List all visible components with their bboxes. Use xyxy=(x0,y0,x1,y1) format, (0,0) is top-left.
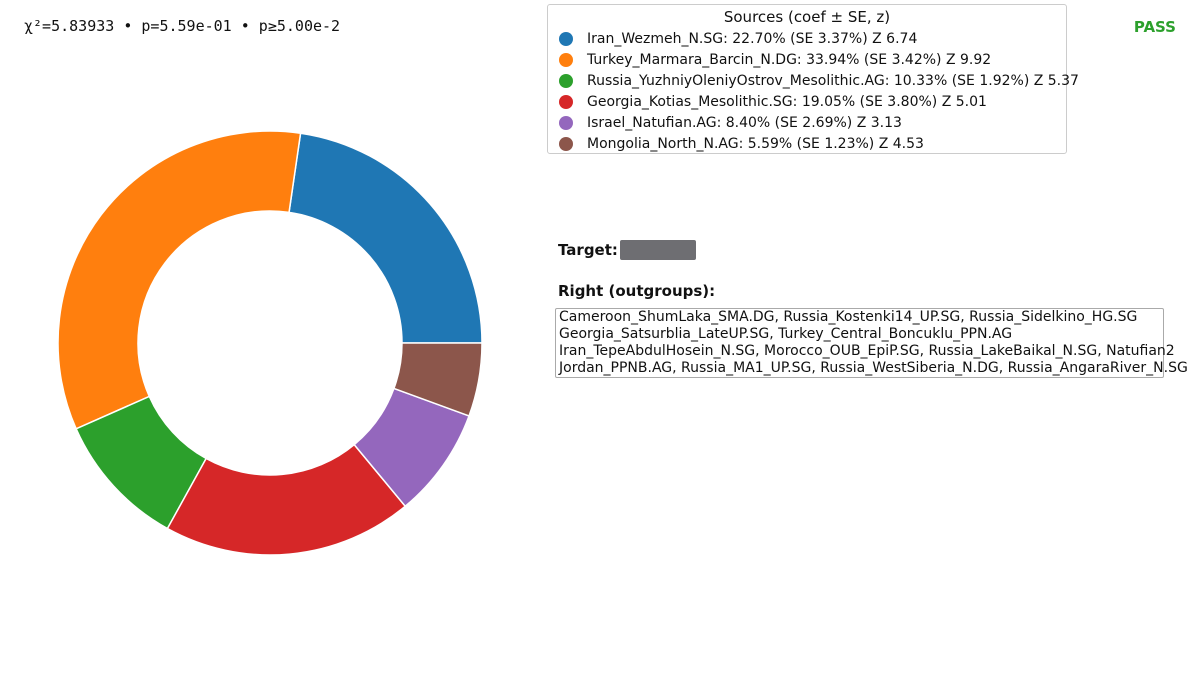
legend-marker xyxy=(559,52,573,67)
donut-slice xyxy=(288,132,483,344)
legend-label: Israel_Natufian.AG: 8.40% (SE 2.69%) Z 3… xyxy=(587,114,902,131)
legend: Sources (coef ± SE, z) Iran_Wezmeh_N.SG:… xyxy=(547,4,1079,154)
legend-item: Russia_YuzhniyOleniyOstrov_Mesolithic.AG… xyxy=(548,70,1079,91)
legend-item: Turkey_Marmara_Barcin_N.DG: 33.94% (SE 3… xyxy=(548,49,1066,70)
legend-title: Sources (coef ± SE, z) xyxy=(723,8,891,26)
legend-marker xyxy=(559,115,573,130)
target-row: Target: xyxy=(558,240,696,260)
legend-item: Georgia_Kotias_Mesolithic.SG: 19.05% (SE… xyxy=(548,91,1066,112)
legend-label: Iran_Wezmeh_N.SG: 22.70% (SE 3.37%) Z 6.… xyxy=(587,30,918,47)
legend-item: Israel_Natufian.AG: 8.40% (SE 2.69%) Z 3… xyxy=(548,112,1066,133)
donut-chart xyxy=(57,130,483,556)
legend-item: Iran_Wezmeh_N.SG: 22.70% (SE 3.37%) Z 6.… xyxy=(548,28,1066,49)
legend-label: Turkey_Marmara_Barcin_N.DG: 33.94% (SE 3… xyxy=(587,51,992,68)
legend-label: Russia_YuzhniyOleniyOstrov_Mesolithic.AG… xyxy=(587,72,1079,89)
legend-marker xyxy=(559,31,573,46)
outgroup-line: Cameroon_ShumLaka_SMA.DG, Russia_Kostenk… xyxy=(559,309,1138,325)
status-badge: PASS xyxy=(1133,18,1176,36)
outgroups-box: Cameroon_ShumLaka_SMA.DG, Russia_Kostenk… xyxy=(555,308,1188,378)
target-label: Target: xyxy=(558,241,618,259)
legend-label: Georgia_Kotias_Mesolithic.SG: 19.05% (SE… xyxy=(587,93,987,110)
donut-slice xyxy=(392,342,483,417)
outgroup-line: Iran_TepeAbdulHosein_N.SG, Morocco_OUB_E… xyxy=(559,343,1175,359)
outgroup-line: Georgia_Satsurblia_LateUP.SG, Turkey_Cen… xyxy=(559,326,1013,342)
legend-items: Iran_Wezmeh_N.SG: 22.70% (SE 3.37%) Z 6.… xyxy=(548,28,1079,154)
legend-label: Mongolia_North_N.AG: 5.59% (SE 1.23%) Z … xyxy=(587,135,924,152)
fit-statistics: χ²=5.83933 • p=5.59e-01 • p≥5.00e-2 xyxy=(24,17,341,35)
outgroups-title: Right (outgroups): xyxy=(558,282,716,300)
donut-slice xyxy=(57,130,302,430)
legend-marker xyxy=(559,136,573,151)
legend-item: Mongolia_North_N.AG: 5.59% (SE 1.23%) Z … xyxy=(548,133,1066,154)
outgroup-line: Jordan_PPNB.AG, Russia_MA1_UP.SG, Russia… xyxy=(559,360,1188,376)
legend-marker xyxy=(559,73,573,88)
legend-marker xyxy=(559,94,573,109)
redacted-target-name xyxy=(619,240,696,260)
